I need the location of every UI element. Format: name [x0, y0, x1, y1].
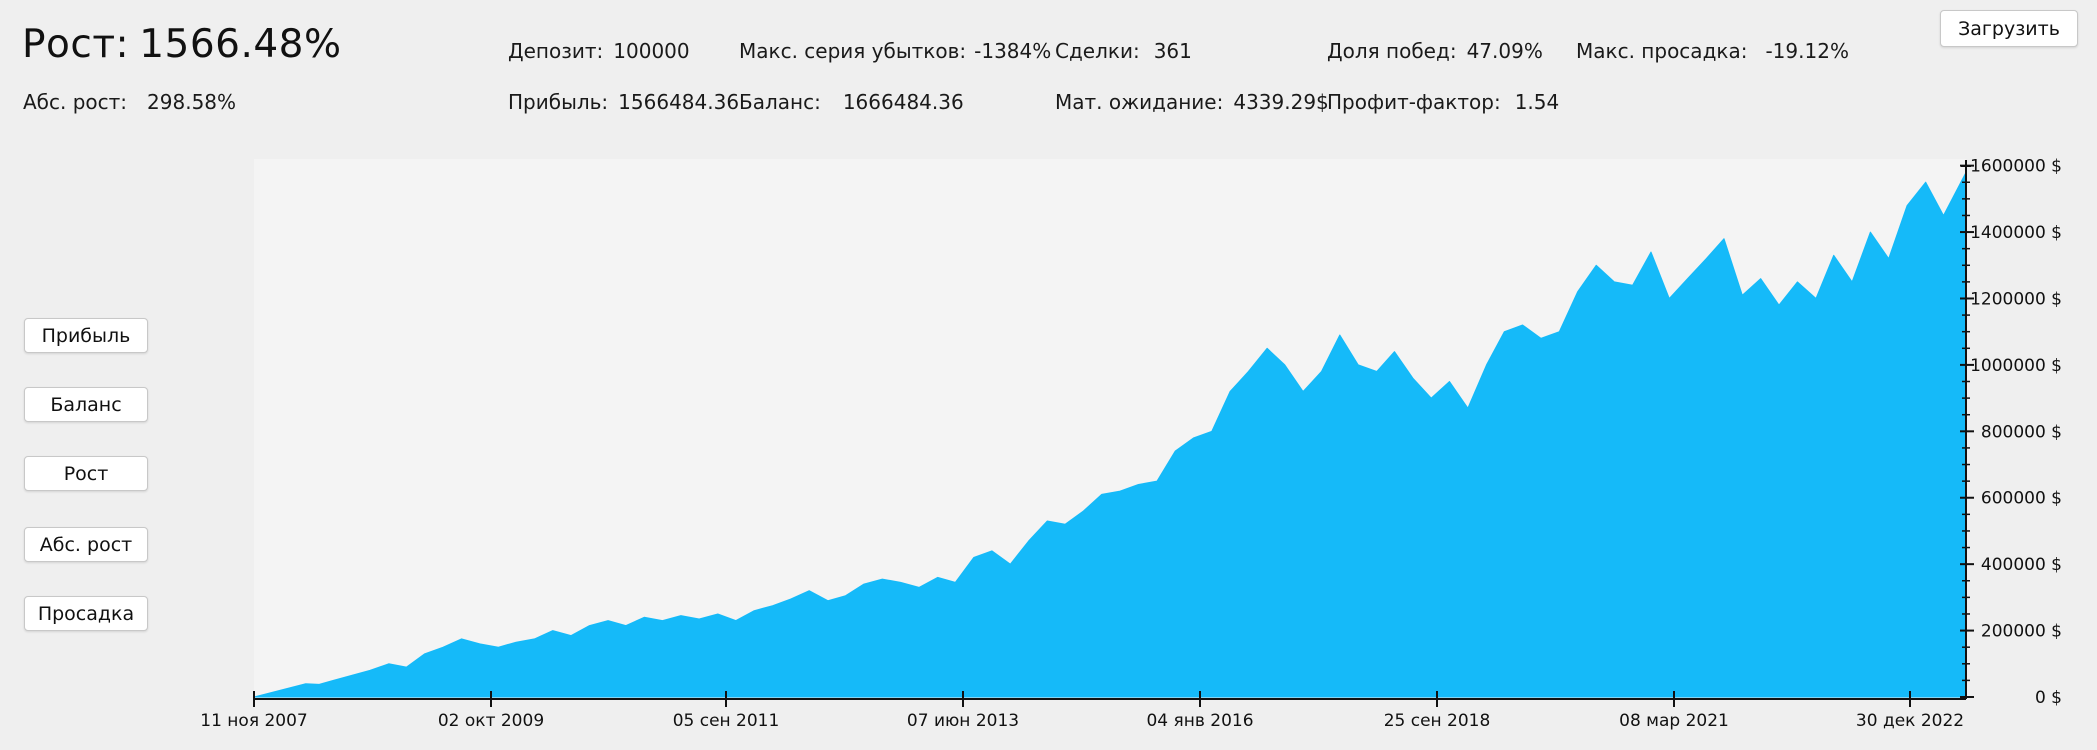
y-tick-label: 200000 $	[1981, 622, 2062, 642]
balance-value: 1666484.36	[842, 90, 964, 114]
y-tick-label: 1000000 $	[1970, 356, 2062, 376]
growth-view-button[interactable]: Рост	[24, 456, 148, 491]
max-drawdown-label: Макс. просадка:	[1576, 39, 1748, 63]
profit-view-button[interactable]: Прибыль	[24, 318, 148, 353]
growth-value: 1566.48%	[139, 22, 342, 67]
trades-stat: Сделки: 361	[1055, 39, 1192, 63]
win-rate-stat: Доля побед: 47.09%	[1327, 39, 1543, 63]
max-loss-streak-value: -1384%	[974, 39, 1052, 63]
x-tick-label: 11 ноя 2007	[200, 711, 307, 731]
profit-factor-label: Профит-фактор:	[1327, 90, 1501, 114]
x-tick-label: 25 сен 2018	[1384, 711, 1491, 731]
x-tick-label: 04 янв 2016	[1146, 711, 1253, 731]
max-loss-streak-stat: Макс. серия убытков: -1384%	[739, 39, 1051, 63]
max-loss-streak-label: Макс. серия убытков:	[739, 39, 967, 63]
x-tick-label: 08 мар 2021	[1619, 711, 1729, 731]
profit-factor-stat: Профит-фактор: 1.54	[1327, 90, 1559, 114]
deposit-value: 100000	[613, 39, 690, 63]
y-tick-label: 1600000 $	[1970, 157, 2062, 177]
trades-label: Сделки:	[1055, 39, 1140, 63]
abs-growth-value: 298.58%	[147, 90, 237, 114]
x-tick-label: 02 окт 2009	[438, 711, 544, 731]
growth-label: Рост:	[22, 22, 130, 67]
profit-stat: Прибыль: 1566484.36	[508, 90, 739, 114]
x-tick-label: 05 сен 2011	[673, 711, 780, 731]
deposit-label: Депозит:	[508, 39, 604, 63]
expectancy-stat: Мат. ожидание: 4339.29$	[1055, 90, 1329, 114]
balance-stat: Баланс: 1666484.36	[739, 90, 964, 114]
drawdown-view-button[interactable]: Просадка	[24, 596, 148, 631]
expectancy-value: 4339.29$	[1233, 90, 1329, 114]
y-tick-label: 1200000 $	[1970, 289, 2062, 309]
y-tick-label: 800000 $	[1981, 422, 2062, 442]
abs-growth-view-button[interactable]: Абс. рост	[24, 527, 148, 562]
balance-area-series	[253, 171, 1967, 698]
abs-growth-stat: Абс. рост: 298.58%	[23, 90, 236, 114]
trades-value: 361	[1153, 39, 1192, 63]
y-tick-label: 400000 $	[1981, 555, 2062, 575]
abs-growth-label: Абс. рост:	[23, 90, 128, 114]
y-tick-label: 0 $	[2035, 688, 2062, 708]
expectancy-label: Мат. ожидание:	[1055, 90, 1224, 114]
win-rate-label: Доля побед:	[1327, 39, 1457, 63]
profit-factor-value: 1.54	[1514, 90, 1560, 114]
profit-label: Прибыль:	[508, 90, 609, 114]
deposit-stat: Депозит: 100000	[508, 39, 690, 63]
max-drawdown-value: -19.12%	[1765, 39, 1849, 63]
y-tick-label: 600000 $	[1981, 489, 2062, 509]
x-tick-label: 30 дек 2022	[1856, 711, 1964, 731]
max-drawdown-stat: Макс. просадка: -19.12%	[1576, 39, 1849, 63]
win-rate-value: 47.09%	[1466, 39, 1543, 63]
profit-value: 1566484.36	[618, 90, 740, 114]
balance-view-button[interactable]: Баланс	[24, 387, 148, 422]
y-tick-label: 1400000 $	[1970, 223, 2062, 243]
x-tick-label: 07 июн 2013	[907, 711, 1019, 731]
load-button[interactable]: Загрузить	[1940, 10, 2078, 47]
balance-label: Баланс:	[739, 90, 821, 114]
growth-headline: Рост: 1566.48%	[22, 22, 342, 67]
